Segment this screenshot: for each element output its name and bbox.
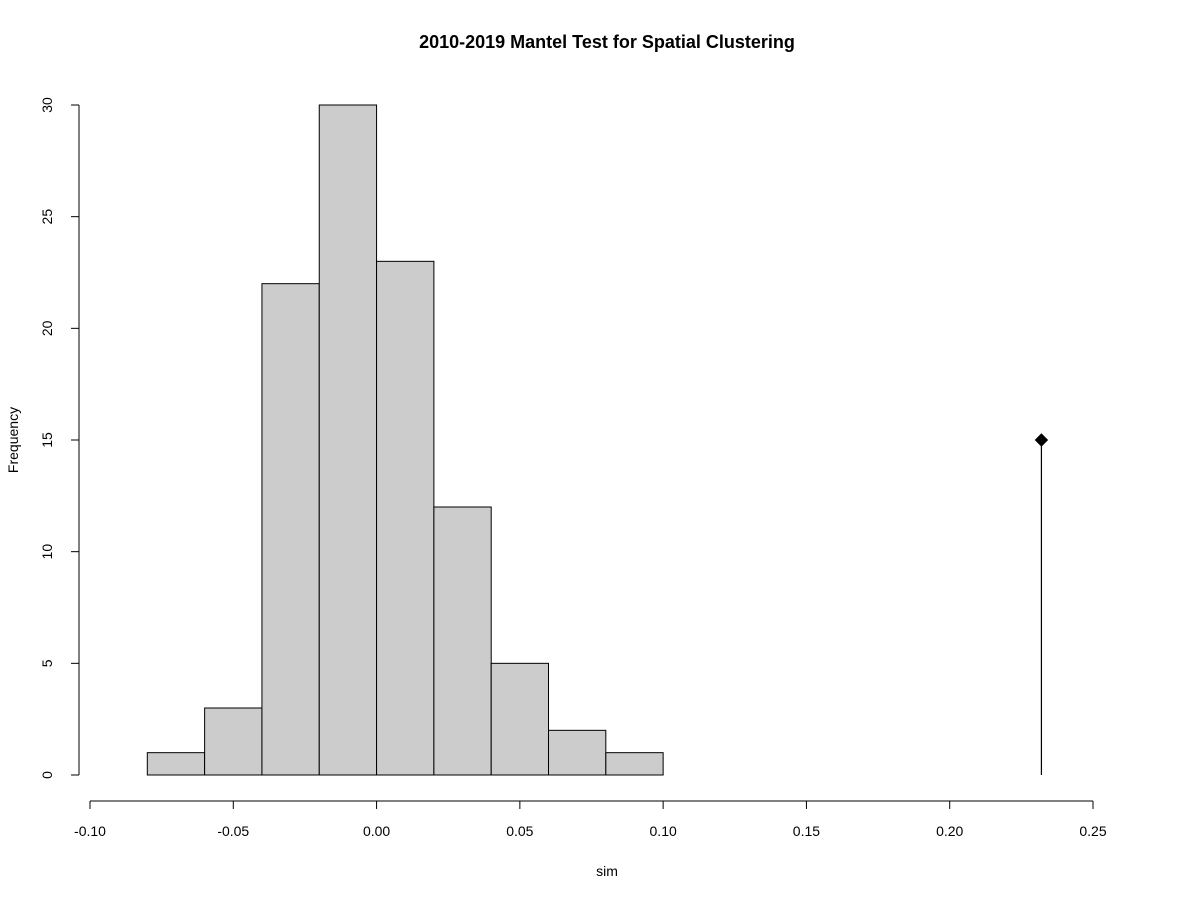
observed-statistic — [1034, 433, 1049, 775]
y-axis: 0 5 10 15 20 25 30 — [39, 97, 80, 779]
observed-marker — [1034, 433, 1049, 447]
histogram-bar-8 — [605, 752, 664, 776]
x-tick-label-7: 0.25 — [1079, 823, 1106, 839]
y-tick-label-3: 15 — [39, 432, 55, 448]
x-tick-label-2: 0.00 — [363, 823, 390, 839]
y-tick-label-4: 20 — [39, 320, 55, 336]
histogram-bar-5 — [433, 506, 492, 776]
y-tick-label-2: 10 — [39, 544, 55, 560]
x-axis: -0.10 -0.05 0.00 0.05 0.10 0.15 0.20 0.25 — [74, 800, 1107, 839]
x-tick-label-4: 0.10 — [650, 823, 677, 839]
x-tick-label-1: -0.05 — [217, 823, 249, 839]
histogram-bar-3 — [318, 104, 378, 776]
bars-layer — [146, 104, 664, 776]
histogram-bar-1 — [204, 707, 263, 776]
y-tick-label-6: 30 — [39, 97, 55, 113]
x-tick-label-3: 0.05 — [506, 823, 533, 839]
x-tick-label-0: -0.10 — [74, 823, 106, 839]
x-tick-label-6: 0.20 — [936, 823, 963, 839]
histogram-bar-7 — [548, 729, 607, 776]
x-axis-label: sim — [596, 863, 618, 879]
histogram-bar-0 — [146, 752, 206, 776]
histogram-bar-4 — [376, 260, 435, 776]
x-tick-label-5: 0.15 — [793, 823, 820, 839]
y-tick-label-5: 25 — [39, 209, 55, 225]
y-tick-label-0: 0 — [39, 771, 55, 779]
y-tick-label-1: 5 — [39, 659, 55, 667]
histogram-bar-6 — [490, 662, 550, 776]
histogram-bar-2 — [261, 283, 320, 776]
chart-title: 2010-2019 Mantel Test for Spatial Cluste… — [419, 32, 795, 52]
y-axis-label: Frequency — [5, 407, 21, 473]
